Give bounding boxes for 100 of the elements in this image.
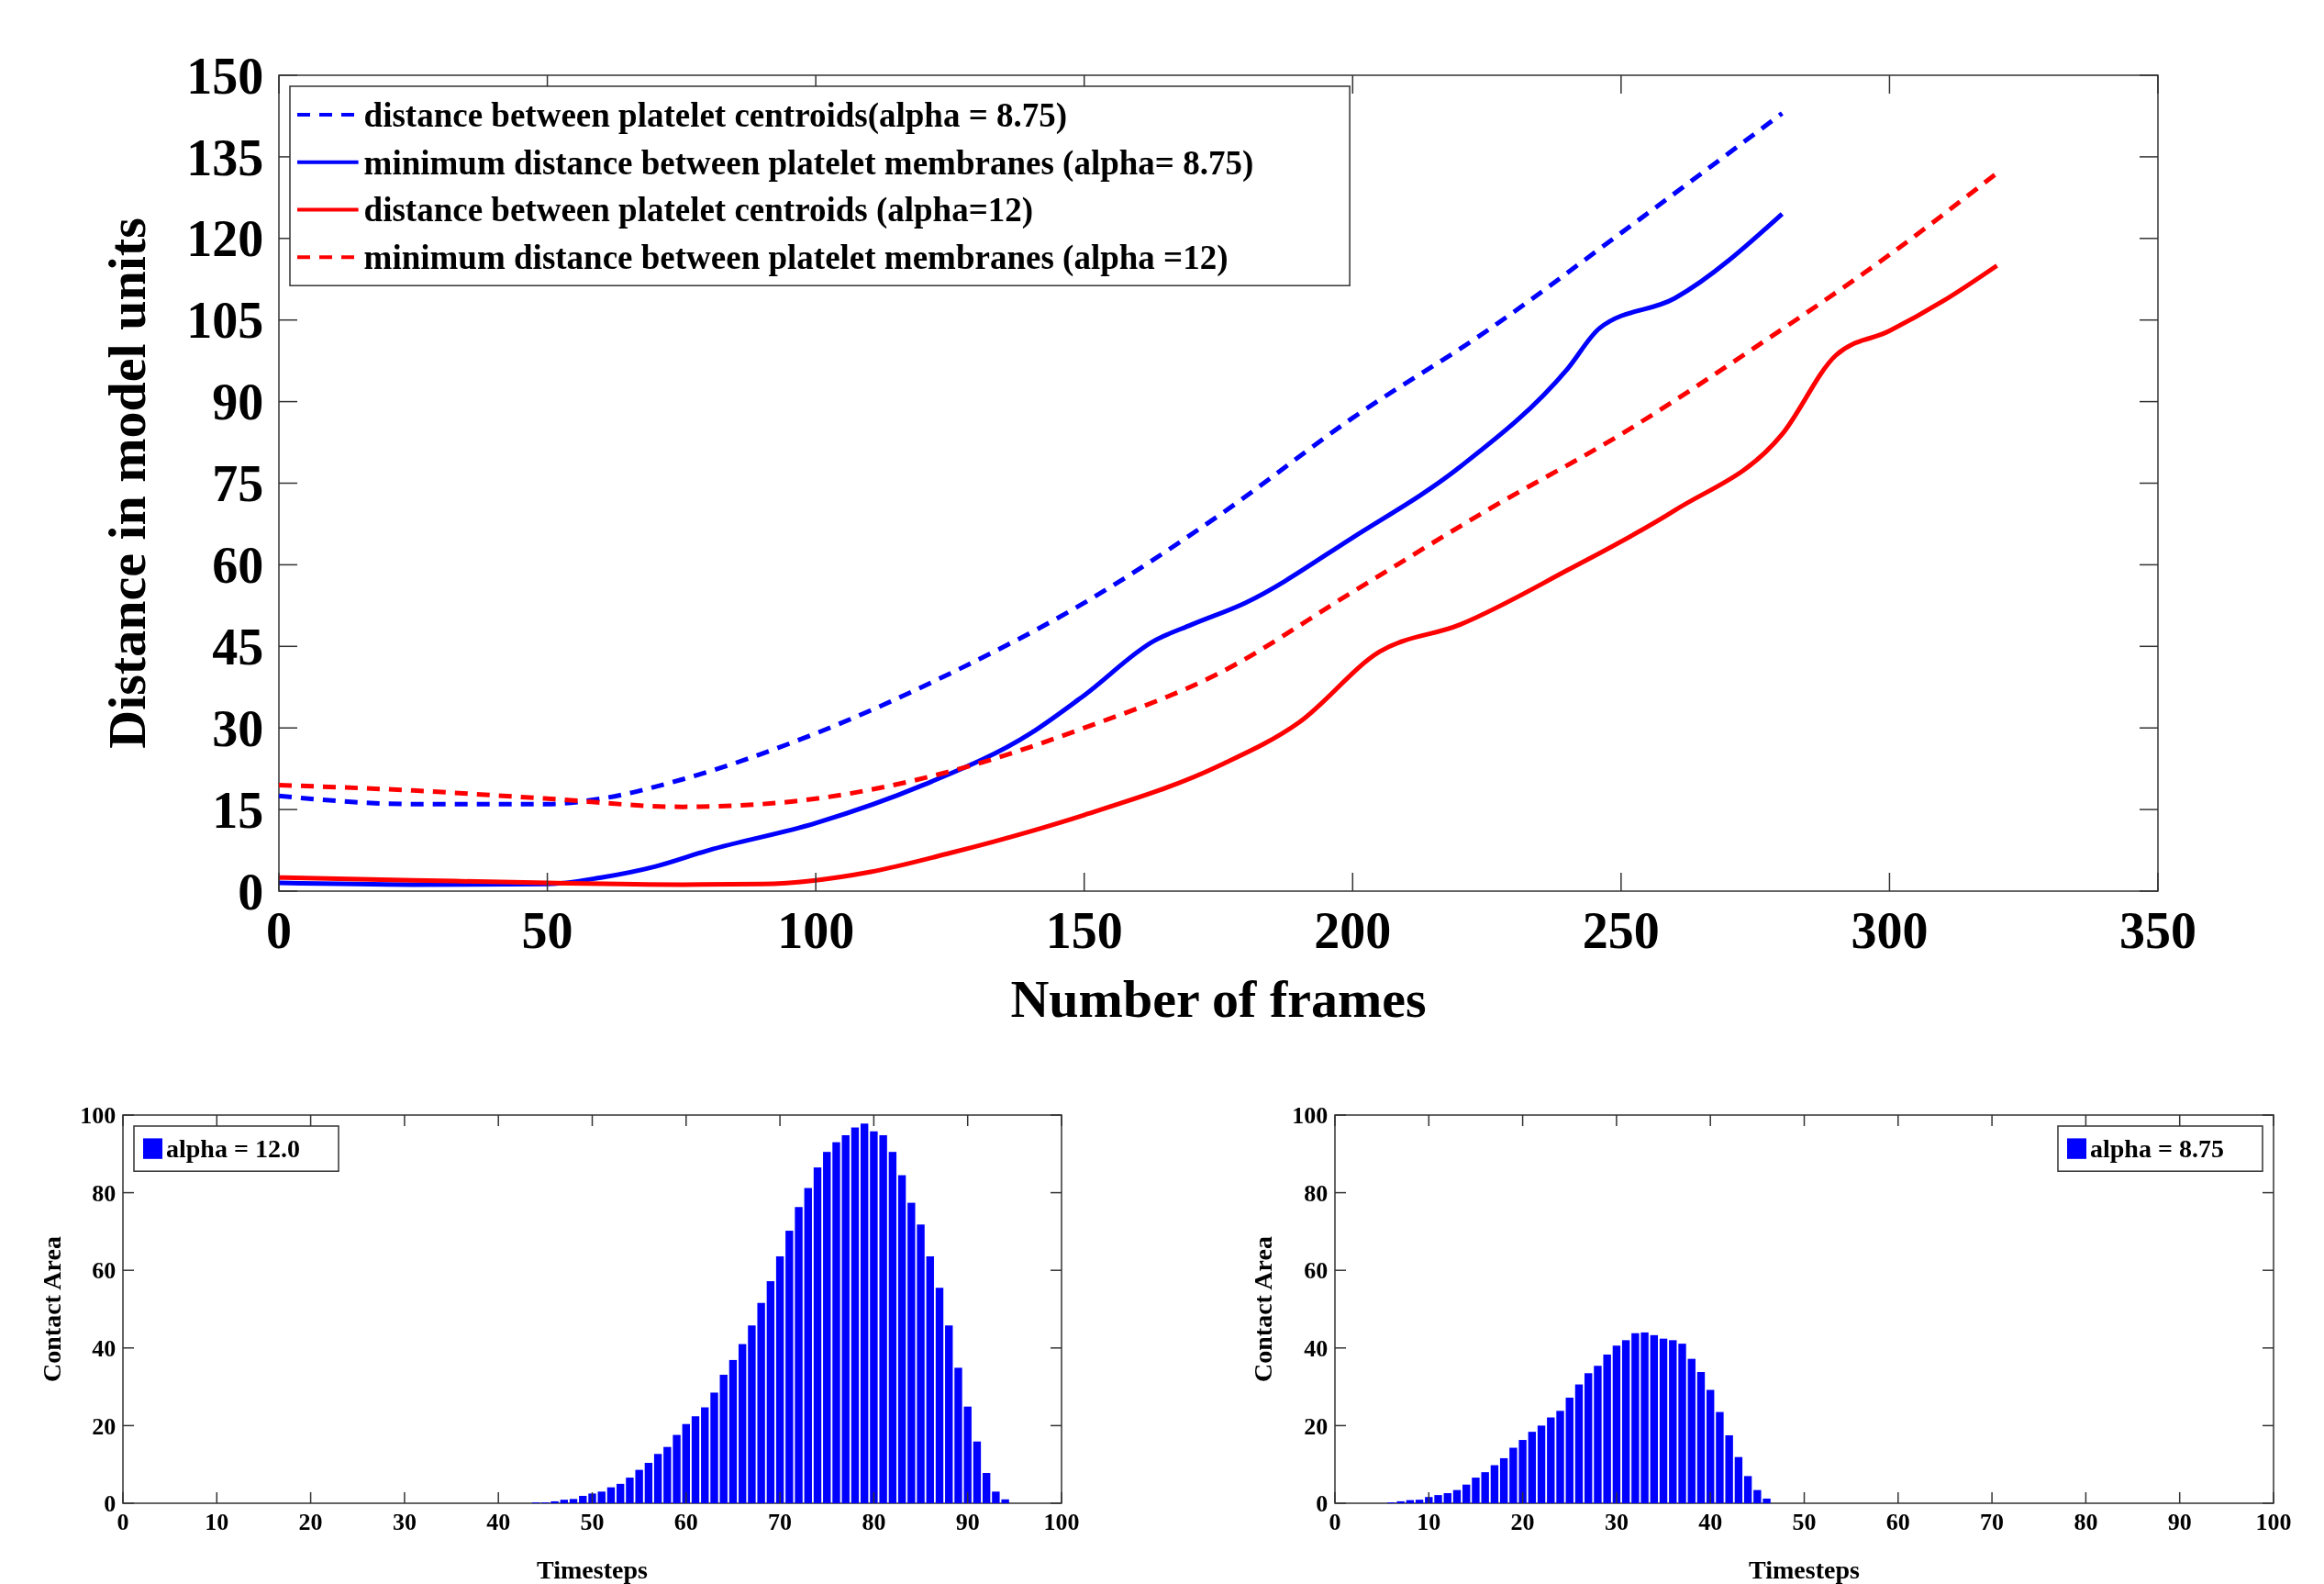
x-tick-label: 350 <box>2119 901 2196 959</box>
y-tick-label: 60 <box>1304 1257 1329 1285</box>
legend-label: minimum distance between platelet membranes (alpha =12) <box>363 239 1229 278</box>
x-tick-label: 100 <box>777 901 855 959</box>
y-tick-label: 0 <box>238 863 264 920</box>
x-tick-label: 20 <box>1510 1508 1535 1535</box>
bar <box>963 1406 972 1503</box>
x-tick-label: 200 <box>1314 901 1392 959</box>
x-tick-label: 150 <box>1045 901 1123 959</box>
bar <box>1707 1389 1715 1503</box>
bar <box>823 1152 831 1504</box>
bar <box>888 1152 897 1504</box>
x-tick-label: 90 <box>2167 1508 2192 1535</box>
bar <box>1743 1476 1752 1503</box>
y-tick-label: 20 <box>1304 1412 1329 1440</box>
bar <box>710 1392 718 1503</box>
y-tick-label: 40 <box>92 1334 117 1362</box>
bar <box>579 1495 587 1503</box>
bar <box>719 1374 728 1503</box>
y-tick-label: 120 <box>186 210 264 268</box>
y-tick-label: 80 <box>92 1179 117 1207</box>
bar <box>560 1500 568 1503</box>
bar <box>775 1255 784 1503</box>
bar <box>691 1416 700 1503</box>
bar <box>1434 1495 1442 1503</box>
x-tick-label: 50 <box>1792 1508 1817 1535</box>
y-tick-label: 30 <box>212 699 264 757</box>
bar <box>982 1473 991 1503</box>
x-tick-label: 100 <box>1043 1508 1080 1535</box>
x-tick-label: 40 <box>486 1508 511 1535</box>
bar <box>954 1367 962 1503</box>
bar <box>1462 1484 1471 1503</box>
y-tick-label: 60 <box>92 1257 117 1285</box>
bar <box>1452 1489 1462 1503</box>
bar <box>1669 1340 1677 1503</box>
y-tick-label: 20 <box>92 1412 117 1440</box>
bar <box>841 1135 850 1503</box>
x-tick-label: 20 <box>298 1508 323 1535</box>
bar <box>897 1175 906 1503</box>
bar <box>606 1487 616 1503</box>
x-tick-label: 10 <box>205 1508 229 1535</box>
bar <box>1678 1344 1686 1503</box>
bar <box>1650 1334 1659 1503</box>
bar <box>1574 1384 1584 1503</box>
legend-label: alpha = 8.75 <box>2090 1134 2224 1164</box>
bar <box>1612 1345 1621 1503</box>
y-axis-title: Contact Area <box>1249 1236 1277 1382</box>
bar <box>1528 1432 1537 1503</box>
bar <box>1547 1417 1555 1503</box>
legend-label: distance between platelet centroids(alpha = 8.75) <box>363 95 1068 135</box>
x-tick-label: 60 <box>673 1508 698 1535</box>
x-tick-label: 100 <box>2255 1508 2292 1535</box>
bar <box>597 1491 606 1503</box>
bar <box>926 1255 934 1503</box>
bar <box>1585 1373 1593 1504</box>
x-tick-label: 70 <box>1980 1508 2005 1535</box>
y-tick-label: 60 <box>212 537 264 594</box>
bar <box>766 1281 775 1503</box>
y-tick-label: 45 <box>212 618 264 675</box>
x-tick-label: 50 <box>580 1508 605 1535</box>
y-tick-label: 80 <box>1304 1179 1329 1207</box>
bar <box>653 1454 662 1503</box>
legend-label: minimum distance between platelet membranes (alpha= 8.75) <box>363 143 1254 183</box>
x-axis-title: Timesteps <box>1749 1556 1861 1584</box>
x-tick-label: 80 <box>862 1508 886 1535</box>
y-tick-label: 40 <box>1304 1334 1329 1362</box>
x-tick-label: 300 <box>1851 901 1929 959</box>
legend-label: alpha = 12.0 <box>166 1134 300 1164</box>
bar <box>738 1344 747 1503</box>
y-axis-title: Distance in model units <box>97 218 157 749</box>
bar <box>1499 1457 1508 1503</box>
bar <box>1621 1340 1630 1503</box>
bar <box>1565 1397 1573 1503</box>
bar <box>935 1288 944 1503</box>
x-tick-label: 10 <box>1417 1508 1441 1535</box>
x-tick-label: 90 <box>955 1508 980 1535</box>
y-tick-label: 100 <box>80 1102 117 1130</box>
y-tick-label: 105 <box>186 292 264 350</box>
x-tick-label: 250 <box>1582 901 1660 959</box>
bar <box>851 1127 860 1503</box>
bar <box>813 1167 822 1503</box>
bar <box>728 1359 738 1503</box>
bar <box>1415 1500 1424 1503</box>
x-tick-label: 30 <box>392 1508 417 1535</box>
bar <box>1556 1411 1564 1503</box>
x-tick-label: 30 <box>1604 1508 1629 1535</box>
bar <box>617 1483 625 1503</box>
bar <box>1659 1338 1668 1503</box>
y-tick-label: 135 <box>186 128 264 186</box>
bar <box>1490 1465 1499 1503</box>
bar <box>832 1142 840 1503</box>
x-axis-title: Number of frames <box>1010 969 1427 1029</box>
x-tick-label: 80 <box>2074 1508 2098 1535</box>
x-tick-label: 60 <box>1885 1508 1910 1535</box>
bar <box>701 1407 709 1503</box>
bar <box>1687 1358 1696 1503</box>
y-tick-label: 0 <box>104 1490 117 1518</box>
y-tick-label: 150 <box>186 47 264 105</box>
x-tick-label: 70 <box>768 1508 793 1535</box>
y-tick-label: 75 <box>212 455 264 513</box>
